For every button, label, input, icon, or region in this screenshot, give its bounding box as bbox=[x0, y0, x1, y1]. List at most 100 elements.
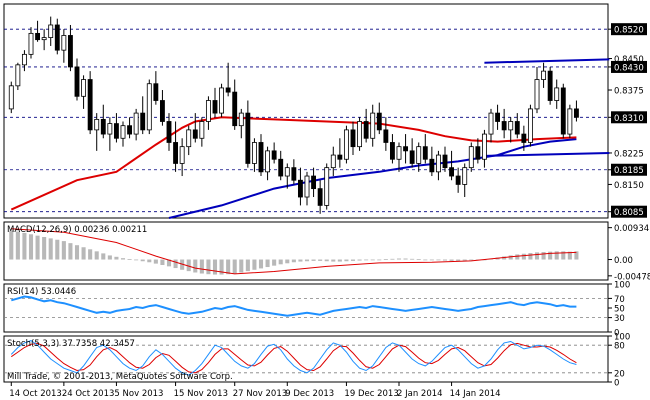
trend-line bbox=[484, 152, 610, 157]
macd-histogram-bar bbox=[232, 259, 237, 274]
candle-body bbox=[21, 53, 27, 66]
macd-histogram-bar bbox=[469, 259, 474, 261]
macd-histogram-bar bbox=[561, 251, 566, 260]
candle bbox=[383, 117, 389, 151]
candle bbox=[87, 71, 93, 135]
candle-body bbox=[127, 125, 133, 135]
candle-body bbox=[330, 154, 336, 169]
macd-histogram-bar bbox=[81, 247, 86, 260]
trend-line bbox=[484, 58, 610, 64]
candle-body bbox=[245, 112, 251, 164]
macd-histogram-bar bbox=[423, 259, 428, 261]
candle-body bbox=[8, 85, 14, 110]
candle bbox=[495, 104, 501, 130]
macd-histogram-bar bbox=[429, 259, 434, 261]
macd-histogram-bar bbox=[107, 255, 112, 260]
candle bbox=[48, 16, 54, 46]
candle bbox=[501, 108, 507, 139]
macd-histogram-bar bbox=[311, 259, 316, 261]
macd-histogram-bar bbox=[68, 243, 73, 260]
macd-histogram-bar bbox=[304, 259, 310, 262]
macd-histogram-bar bbox=[508, 255, 513, 260]
candle-body bbox=[48, 24, 54, 38]
macd-histogram-bar bbox=[370, 259, 375, 261]
candle-body bbox=[468, 146, 474, 169]
macd-histogram-bar bbox=[252, 259, 257, 270]
macd-histogram-bar bbox=[436, 259, 441, 261]
candle bbox=[442, 146, 448, 172]
candle bbox=[357, 117, 363, 151]
price-axis-label: 0.8150 bbox=[614, 181, 644, 191]
candle bbox=[81, 75, 87, 109]
rsi-axis-label: 50 bbox=[614, 305, 625, 315]
macd-histogram-bar bbox=[88, 249, 93, 260]
stoch-axis-label: 80 bbox=[614, 342, 625, 352]
macd-histogram-bar bbox=[127, 259, 132, 260]
candle-body bbox=[541, 70, 547, 80]
macd-histogram-bar bbox=[449, 259, 454, 261]
candle bbox=[127, 117, 133, 139]
price-label-box bbox=[611, 205, 647, 218]
candle-body bbox=[265, 150, 271, 173]
candle bbox=[343, 125, 349, 164]
candle bbox=[429, 146, 435, 177]
candle bbox=[363, 108, 369, 143]
macd-histogram-bar bbox=[134, 259, 139, 261]
macd-histogram-bar bbox=[153, 259, 158, 264]
price-axis-label: 0.8375 bbox=[614, 87, 644, 97]
macd-histogram-bar bbox=[193, 259, 198, 273]
macd-histogram-bar bbox=[245, 259, 250, 272]
candle bbox=[481, 129, 487, 168]
candle bbox=[258, 134, 264, 177]
macd-signal-line bbox=[11, 228, 577, 275]
macd-histogram-bar bbox=[22, 232, 27, 260]
stoch-axis-label: 0 bbox=[614, 379, 619, 389]
rsi-panel-frame bbox=[3, 283, 609, 333]
candle bbox=[146, 79, 152, 135]
candle-body bbox=[422, 146, 428, 160]
candle-body bbox=[258, 142, 264, 173]
macd-axis-label: 0.00 bbox=[614, 256, 633, 266]
candle-body bbox=[449, 167, 455, 177]
macd-histogram-bar bbox=[528, 253, 533, 260]
candle bbox=[521, 125, 527, 151]
macd-histogram-bar bbox=[42, 237, 47, 260]
macd-histogram-bar bbox=[416, 259, 421, 260]
macd-histogram-bar bbox=[265, 259, 270, 268]
candle bbox=[186, 125, 192, 156]
candle-body bbox=[376, 112, 382, 131]
macd-histogram-bar bbox=[350, 259, 356, 261]
candle bbox=[534, 66, 540, 114]
candle-body bbox=[409, 150, 415, 164]
candle-body bbox=[219, 87, 225, 114]
macd-histogram-bar bbox=[101, 253, 106, 260]
price-label-box bbox=[611, 60, 647, 73]
candle-body bbox=[560, 87, 566, 135]
candle-body bbox=[107, 123, 113, 135]
candle bbox=[317, 180, 323, 214]
candle bbox=[113, 113, 119, 143]
candle-body bbox=[363, 121, 369, 139]
rsi-label: RSI(14) 53.0446 bbox=[7, 287, 76, 297]
candle-body bbox=[311, 175, 317, 190]
macd-histogram-bar bbox=[258, 259, 264, 269]
rsi-axis-label: 70 bbox=[614, 295, 625, 305]
candle bbox=[291, 159, 297, 185]
candle-body bbox=[113, 123, 119, 139]
candle bbox=[350, 121, 356, 156]
candle-body bbox=[199, 121, 205, 139]
price-axis-label: 0.8450 bbox=[614, 55, 644, 65]
candle-body bbox=[521, 133, 527, 143]
time-axis-label: 27 Nov 2013 bbox=[233, 389, 287, 399]
macd-histogram-bar bbox=[554, 251, 559, 260]
macd-histogram-bar bbox=[318, 259, 323, 261]
macd-histogram-bar bbox=[521, 253, 526, 260]
candle-body bbox=[81, 79, 87, 97]
candle bbox=[225, 62, 231, 97]
candle-body bbox=[153, 83, 159, 101]
candle-body bbox=[35, 32, 41, 41]
macd-histogram-bar bbox=[377, 259, 382, 261]
candle bbox=[35, 20, 41, 42]
